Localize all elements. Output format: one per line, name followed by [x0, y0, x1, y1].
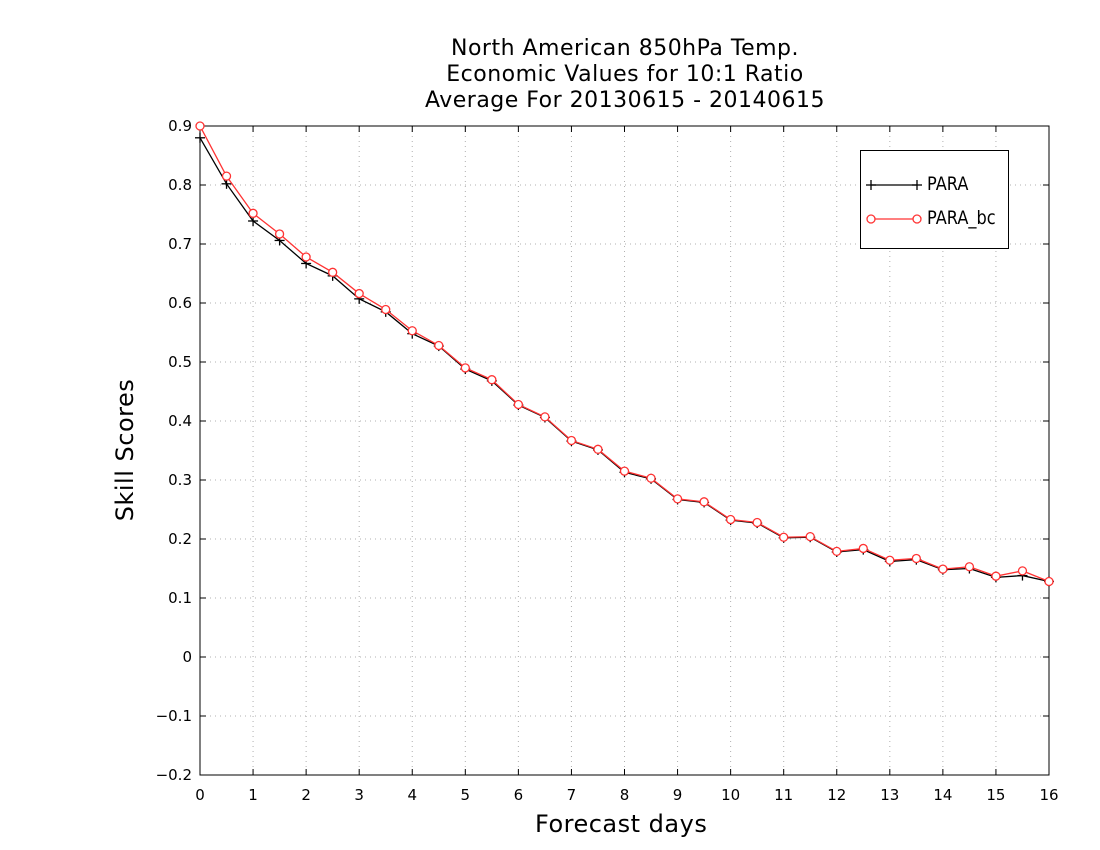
y-tick-label: 0.2 — [168, 530, 192, 548]
data-point-para-bc — [991, 571, 1001, 581]
data-point-para-bc — [938, 564, 948, 574]
y-tick-label: −0.2 — [156, 766, 192, 784]
series-para-bc — [195, 121, 1054, 587]
legend-swatch-para — [866, 180, 922, 190]
x-tick-label: 6 — [514, 786, 524, 804]
grid-lines — [200, 126, 1049, 775]
x-tick-label: 8 — [620, 786, 630, 804]
y-tick-label: −0.1 — [156, 707, 192, 725]
y-tick-label: 0.8 — [168, 176, 192, 194]
x-tick-label: 12 — [827, 786, 846, 804]
data-point-para-bc — [858, 543, 868, 554]
data-point-para-bc — [407, 326, 417, 336]
legend-label-para-bc: PARA_bc — [927, 207, 996, 229]
x-tick-label: 5 — [461, 786, 471, 804]
x-tick-label: 4 — [407, 786, 417, 804]
x-tick-label: 0 — [195, 786, 205, 804]
x-tick-label: 10 — [721, 786, 740, 804]
data-point-para-bc — [301, 252, 311, 262]
data-point-para-bc — [805, 531, 815, 542]
data-point-para-bc — [593, 444, 603, 454]
chart-title-line-3: Average For 20130615 - 20140615 — [424, 88, 826, 113]
data-point-para-bc — [885, 555, 895, 565]
chart-title-line-1: North American 850hPa Temp. — [450, 36, 800, 61]
data-point-para-bc — [752, 517, 762, 528]
legend-swatch-para-bc — [866, 214, 922, 224]
legend-swatches — [866, 180, 922, 224]
x-tick-label: 9 — [673, 786, 683, 804]
y-tick-label: 0.3 — [168, 471, 192, 489]
data-point-para-bc — [195, 121, 205, 131]
data-point-para-bc — [646, 473, 656, 483]
x-tick-label: 15 — [986, 786, 1005, 804]
y-axis-title: Skill Scores — [111, 378, 139, 522]
y-tick-label: 0.5 — [168, 353, 192, 371]
x-tick-label: 3 — [354, 786, 364, 804]
data-point-para-bc — [540, 412, 550, 422]
data-point-para-bc — [832, 546, 842, 557]
data-point-para-bc — [381, 304, 391, 315]
y-tick-label: 0.9 — [168, 117, 192, 135]
legend-label-para: PARA — [927, 173, 969, 195]
data-point-para — [195, 132, 205, 143]
data-point-para-bc — [221, 171, 232, 181]
x-tick-label: 16 — [1039, 786, 1058, 804]
data-point-para-bc — [328, 267, 338, 277]
data-point-para-bc — [354, 288, 364, 299]
x-tick-label: 14 — [933, 786, 952, 804]
data-point-para-bc — [1044, 576, 1054, 587]
data-point-para-bc — [911, 553, 921, 564]
x-tick-label: 1 — [248, 786, 258, 804]
data-point-para-bc — [1017, 566, 1028, 576]
data-point-para-bc — [964, 562, 975, 572]
data-point-para-bc — [699, 497, 709, 507]
data-point-para-bc — [725, 514, 736, 525]
data-point-para-bc — [672, 494, 683, 504]
data-point-para-bc — [513, 399, 524, 410]
data-point-para-bc — [434, 340, 444, 351]
chart-legend: PARA PARA_bc — [860, 150, 1009, 249]
data-point-para-bc — [779, 532, 789, 542]
data-point-para-bc — [566, 435, 577, 446]
x-tick-label: 7 — [567, 786, 577, 804]
chart-title-line-2: Economic Values for 10:1 Ratio — [446, 62, 804, 87]
y-tick-label: 0 — [182, 648, 192, 666]
data-point-para-bc — [248, 208, 258, 218]
data-point-para-bc — [487, 375, 497, 385]
x-tick-label: 11 — [774, 786, 793, 804]
data-series — [195, 121, 1054, 587]
data-point-para-bc — [460, 363, 470, 373]
data-point-para-bc — [619, 466, 630, 476]
x-tick-label: 13 — [880, 786, 899, 804]
data-point-para-bc — [274, 229, 285, 239]
y-tick-label: 0.6 — [168, 294, 192, 312]
x-axis-title: Forecast days — [535, 810, 708, 838]
x-tick-label: 2 — [301, 786, 311, 804]
y-tick-label: 0.4 — [168, 412, 192, 430]
y-tick-label: 0.7 — [168, 235, 192, 253]
y-tick-label: 0.1 — [168, 589, 192, 607]
axis-ticks: 0 1 2 3 4 5 6 7 8 9 10 11 12 13 14 15 160.90.80.70.60.50… — [156, 117, 1059, 804]
